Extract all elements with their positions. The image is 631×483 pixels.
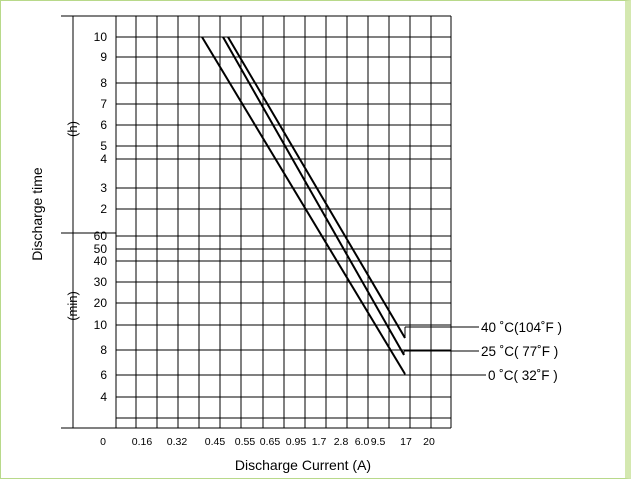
x-tick-label-2: 0.32 — [167, 436, 188, 448]
x-axis-title: Discharge Current (A) — [235, 457, 371, 473]
y-tick-label-h-3: 7 — [100, 97, 107, 111]
x-tick-label-11: 17 — [400, 436, 412, 448]
y-tick-label-h-6: 4 — [100, 152, 107, 166]
x-tick-label-0: 0 — [100, 436, 106, 448]
x-tick-label-8: 2.8 — [334, 436, 349, 448]
y-tick-label-h-1: 9 — [100, 50, 107, 64]
x-tick-label-3: 0.45 — [205, 436, 226, 448]
x-tick-label-5: 0.65 — [260, 436, 281, 448]
y-tick-label-h-5: 5 — [100, 139, 107, 153]
x-tick-label-10: 9.5 — [371, 436, 386, 448]
y-tick-label-m-0: 60 — [94, 229, 108, 243]
grid — [115, 15, 452, 428]
legend-label-1: 25 ˚C( 77˚F ) — [481, 344, 558, 359]
y-tick-label-m-1: 50 — [94, 242, 108, 256]
series-line-1 — [222, 36, 405, 356]
series-line-0 — [227, 36, 406, 339]
y-unit-minutes: (min) — [65, 291, 80, 321]
legend-label-0: 40 ˚C(104˚F ) — [481, 320, 562, 335]
y-tick-label-m-8: 4 — [100, 390, 107, 404]
y-tick-label-m-6: 8 — [100, 343, 107, 357]
legend-label-2: 0 ˚C( 32˚F ) — [488, 368, 558, 383]
y-tick-label-h-2: 8 — [100, 76, 107, 90]
y-tick-label-h-4: 6 — [100, 118, 107, 132]
y-tick-label-m-5: 10 — [94, 318, 108, 332]
x-tick-label-7: 1.7 — [312, 436, 327, 448]
x-tick-label-6: 0.95 — [286, 436, 307, 448]
y-unit-hours: (h) — [65, 121, 80, 137]
y-tick-label-h-7: 3 — [100, 181, 107, 195]
x-tick-label-4: 0.55 — [235, 436, 256, 448]
y-tick-label-h-8: 2 — [100, 202, 107, 216]
y-axis-title: Discharge time — [29, 167, 45, 261]
axes — [61, 15, 451, 429]
x-tick-label-9: 6.0 — [355, 436, 370, 448]
x-tick-label-1: 0.16 — [132, 436, 153, 448]
y-tick-label-m-2: 40 — [94, 254, 108, 268]
y-tick-label-m-4: 20 — [94, 296, 108, 310]
y-tick-label-m-7: 6 — [100, 368, 107, 382]
y-tick-label-h-0: 10 — [94, 30, 108, 44]
series-lines — [201, 36, 486, 376]
x-tick-label-12: 20 — [423, 436, 435, 448]
series-line-2 — [201, 36, 406, 375]
y-tick-label-m-3: 30 — [94, 275, 108, 289]
